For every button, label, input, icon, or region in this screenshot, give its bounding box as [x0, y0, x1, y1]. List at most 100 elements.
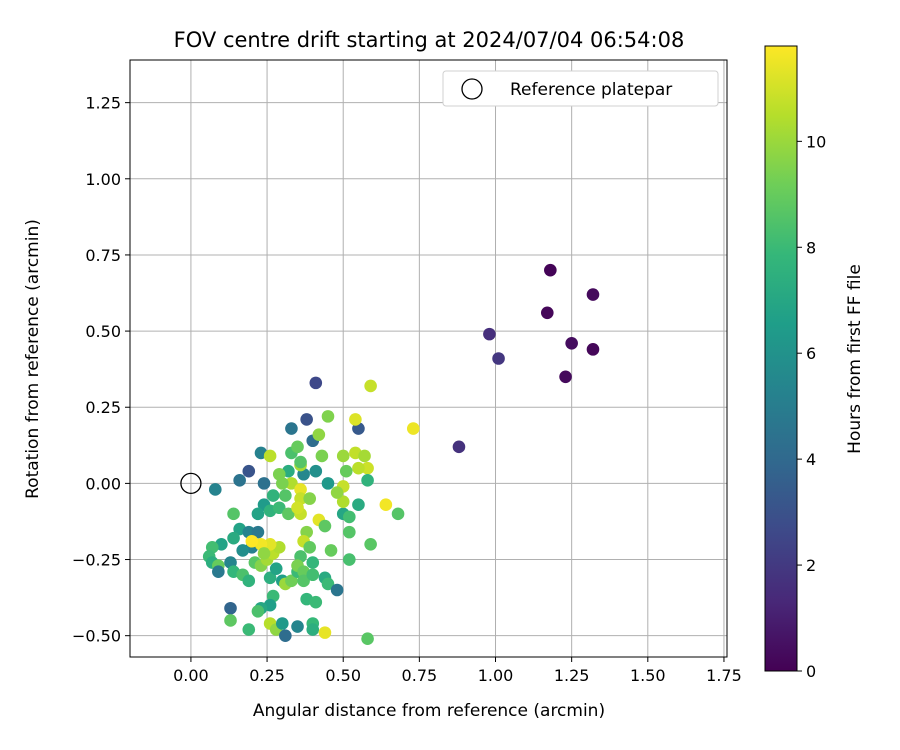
- colorbar-tick-label: 0: [806, 662, 816, 681]
- data-point: [349, 413, 362, 426]
- data-point: [275, 477, 289, 490]
- y-tick-label: 0.25: [85, 398, 121, 417]
- data-point: [309, 464, 323, 478]
- x-tick-label: 0.75: [402, 666, 438, 685]
- data-point: [285, 574, 298, 588]
- data-point: [242, 464, 256, 478]
- colorbar-tick-label: 8: [806, 238, 816, 257]
- data-point: [208, 483, 222, 496]
- data-point: [343, 510, 356, 524]
- data-point: [282, 507, 295, 521]
- data-point: [312, 428, 326, 441]
- data-point: [291, 440, 304, 454]
- data-point: [212, 565, 225, 579]
- data-point: [321, 477, 335, 490]
- chart-title: FOV centre drift starting at 2024/07/04 …: [174, 28, 685, 52]
- data-point: [336, 495, 350, 508]
- data-point: [352, 461, 365, 475]
- legend-label: Reference platepar: [510, 80, 672, 100]
- x-tick-label: 0.00: [173, 666, 209, 685]
- data-point: [257, 477, 271, 490]
- data-point: [406, 422, 420, 435]
- data-point: [306, 556, 320, 569]
- x-axis-label: Angular distance from reference (arcmin): [253, 701, 605, 721]
- data-point: [291, 620, 304, 633]
- data-point: [285, 477, 298, 490]
- data-point: [379, 498, 393, 512]
- x-tick-label: 1.25: [554, 666, 590, 685]
- data-point: [544, 263, 557, 277]
- data-point: [266, 489, 280, 502]
- data-point: [279, 629, 292, 642]
- data-point: [227, 507, 240, 521]
- data-point: [251, 525, 265, 539]
- data-point: [343, 525, 356, 539]
- data-point: [391, 507, 405, 521]
- data-point: [236, 544, 249, 557]
- data-point: [364, 379, 377, 393]
- data-point: [263, 538, 277, 551]
- data-point: [224, 614, 237, 627]
- data-point: [269, 562, 283, 575]
- data-point: [309, 595, 323, 609]
- data-point: [251, 507, 265, 521]
- data-point: [452, 440, 466, 454]
- data-point: [257, 547, 271, 560]
- data-point: [336, 449, 350, 463]
- axis-ticks: 0.00 0.25 0.50 0.75 1.00 1.25 1.50 1.75 −0.50 −0.…: [72, 94, 742, 685]
- colorbar-tick-label: 4: [806, 450, 816, 469]
- data-point: [291, 501, 304, 515]
- data-point: [540, 306, 554, 320]
- x-tick-label: 1.75: [706, 666, 742, 685]
- y-tick-label: −0.50: [72, 627, 121, 646]
- colorbar: 0 2 4 6 8 10 Hours from first FF file: [764, 45, 865, 681]
- y-tick-label: 0.75: [85, 246, 121, 265]
- y-axis-label: Rotation from reference (arcmin): [23, 219, 43, 499]
- data-point: [318, 626, 332, 639]
- data-point: [233, 474, 246, 487]
- data-point: [330, 583, 344, 597]
- data-point: [565, 336, 578, 350]
- data-point: [364, 538, 377, 551]
- data-point: [300, 413, 313, 426]
- data-point: [343, 553, 356, 566]
- data-point: [483, 327, 496, 341]
- data-point: [263, 571, 277, 585]
- x-tick-label: 0.25: [249, 666, 285, 685]
- data-point: [321, 410, 335, 423]
- y-tick-label: −0.25: [72, 551, 121, 570]
- data-point: [227, 531, 240, 545]
- data-point: [306, 568, 320, 582]
- data-point: [361, 461, 374, 475]
- data-point: [303, 492, 317, 505]
- colorbar-tick-label: 2: [806, 556, 816, 575]
- data-point: [303, 541, 317, 554]
- data-point: [279, 489, 292, 502]
- data-point: [324, 544, 338, 557]
- data-point: [315, 449, 329, 463]
- data-point: [297, 574, 310, 588]
- data-point: [245, 534, 259, 548]
- data-point: [224, 601, 237, 615]
- legend: Reference platepar: [442, 70, 719, 107]
- data-point: [263, 449, 277, 463]
- data-point: [272, 501, 286, 515]
- data-point: [275, 617, 289, 630]
- data-point: [361, 632, 374, 646]
- data-point: [492, 352, 505, 365]
- legend-box: [442, 70, 719, 107]
- data-point: [318, 519, 332, 533]
- data-point: [294, 483, 307, 496]
- y-tick-label: 1.25: [85, 94, 121, 113]
- plot-area: [129, 59, 728, 658]
- data-point: [586, 343, 600, 356]
- colorbar-label: Hours from first FF file: [845, 264, 865, 454]
- reference-marker: [180, 472, 202, 495]
- y-tick-label: 1.00: [85, 170, 121, 189]
- x-tick-label: 0.50: [325, 666, 361, 685]
- data-points: [180, 263, 600, 646]
- data-point: [242, 574, 256, 588]
- y-tick-label: 0.00: [85, 474, 121, 493]
- data-point: [309, 376, 323, 390]
